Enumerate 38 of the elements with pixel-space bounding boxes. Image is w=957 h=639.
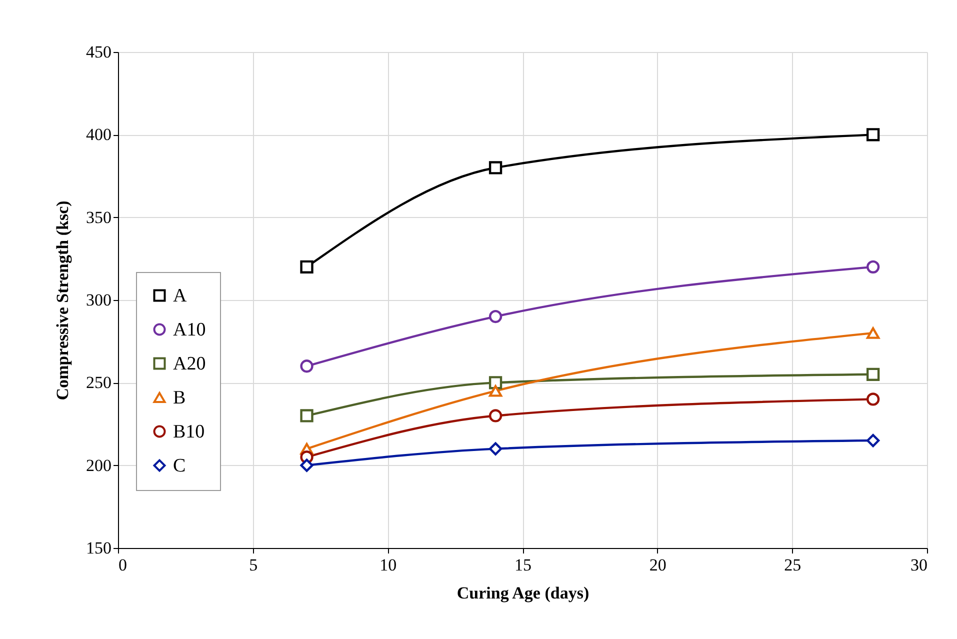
point bbox=[488, 376, 502, 390]
x-tick-label: 30 bbox=[910, 556, 928, 574]
legend-label: A20 bbox=[173, 354, 206, 374]
legend-label: A10 bbox=[173, 320, 206, 340]
x-tick-label: 25 bbox=[784, 556, 802, 574]
point bbox=[300, 458, 314, 472]
point bbox=[488, 409, 502, 422]
y-tick-label: 200 bbox=[86, 456, 112, 475]
point bbox=[866, 368, 880, 381]
x-tick-label: 15 bbox=[514, 556, 532, 574]
legend-label: B10 bbox=[173, 422, 205, 442]
legend-label: B bbox=[173, 388, 186, 408]
y-tick-label: 300 bbox=[86, 290, 112, 310]
point bbox=[488, 442, 502, 456]
point bbox=[866, 434, 880, 448]
legend-label: C bbox=[173, 456, 186, 476]
x-tick-label: 10 bbox=[380, 556, 397, 574]
legend-label: A bbox=[173, 286, 187, 306]
point bbox=[866, 260, 880, 274]
y-tick-label: 350 bbox=[86, 208, 112, 227]
x-tick-label: 0 bbox=[118, 556, 127, 574]
point bbox=[300, 260, 314, 274]
point bbox=[488, 161, 502, 174]
point bbox=[300, 409, 314, 422]
x-tick-label: 5 bbox=[249, 556, 258, 574]
x-axis-title: Curing Age (days) bbox=[456, 584, 590, 602]
point bbox=[488, 310, 502, 324]
point bbox=[866, 392, 880, 406]
y-tick-label: 250 bbox=[86, 373, 112, 392]
y-tick-label: 400 bbox=[86, 125, 112, 144]
point bbox=[300, 360, 314, 373]
point bbox=[866, 327, 880, 339]
y-tick-label: 450 bbox=[86, 42, 112, 62]
x-tick-label: 20 bbox=[649, 556, 666, 574]
y-tick-label: 150 bbox=[86, 538, 112, 558]
point bbox=[488, 385, 502, 397]
y-axis-title: Compressive Strength (ksc) bbox=[53, 200, 72, 400]
point bbox=[866, 128, 880, 142]
